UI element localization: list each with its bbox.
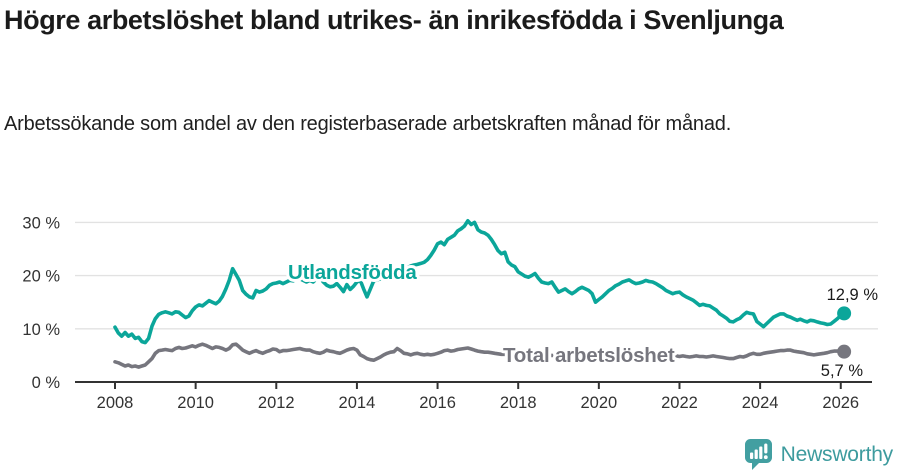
chart-title: Högre arbetslöshet bland utrikes- än inr…	[4, 5, 784, 35]
newsworthy-icon	[744, 439, 772, 470]
y-axis-tick-label: 30 %	[22, 214, 60, 232]
y-axis-tick-label: 10 %	[22, 321, 60, 339]
x-axis-tick-label: 2016	[419, 394, 456, 412]
end-value-label-total: 5,7 %	[821, 362, 864, 380]
series-line-utlandsfodda	[113, 219, 846, 345]
y-axis-tick-label: 0 %	[32, 374, 61, 392]
chart-subtitle: Arbetssökande som andel av den registerb…	[4, 113, 732, 135]
x-axis-tick-label: 2026	[822, 394, 859, 412]
series-end-dot	[837, 306, 852, 321]
y-axis-tick-label: 20 %	[22, 268, 60, 286]
series-label-utlandsfodda: Utlandsfödda	[288, 261, 417, 284]
x-axis-tick-label: 2012	[258, 394, 295, 412]
series-line-total	[113, 342, 846, 369]
x-axis-tick-label: 2022	[661, 394, 698, 412]
x-axis-tick-label: 2010	[177, 394, 214, 412]
x-axis-tick-label: 2024	[742, 394, 779, 412]
series-label-total: Total arbetslöshet	[503, 344, 675, 367]
x-axis-tick-label: 2008	[97, 394, 134, 412]
x-axis-tick-label: 2020	[580, 394, 617, 412]
series-end-dot	[837, 344, 852, 359]
newsworthy-logo: Newsworthy	[744, 438, 893, 471]
end-value-label-utlandsfodda: 12,9 %	[827, 286, 879, 304]
x-axis-tick-label: 2014	[339, 394, 376, 412]
newsworthy-wordmark: Newsworthy	[780, 442, 894, 466]
x-axis-tick-label: 2018	[500, 394, 537, 412]
